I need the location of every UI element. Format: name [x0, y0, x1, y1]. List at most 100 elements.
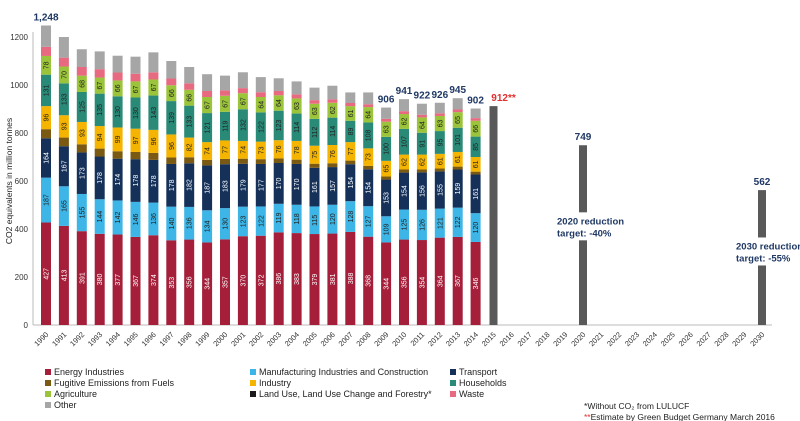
data-label: 67 — [97, 82, 104, 90]
bar-segment-agriculture — [184, 89, 195, 106]
x-tick-label: 2025 — [659, 330, 677, 348]
y-tick-label: 0 — [24, 321, 29, 330]
x-tick-label: 1997 — [158, 330, 176, 348]
data-label: 120 — [473, 222, 480, 234]
data-label: 427 — [44, 268, 51, 280]
bar-segment-transport — [112, 158, 123, 201]
data-label: 64 — [276, 99, 283, 107]
data-label: 76 — [330, 150, 337, 158]
bar-segment-manufacturing-industries-and-construction — [363, 206, 374, 237]
bar-segment-other — [148, 52, 159, 73]
bar-segment-energy-industries — [202, 242, 213, 325]
x-tick-label: 1990 — [32, 330, 50, 348]
bar-segment-waste — [327, 99, 338, 103]
data-label: 66 — [473, 125, 480, 133]
data-label: 74 — [240, 146, 247, 154]
bar-segment-transport — [94, 156, 105, 200]
bar-segment-manufacturing-industries-and-construction — [166, 206, 177, 241]
x-tick-label: 2003 — [265, 330, 283, 348]
bar-segment-energy-industries — [184, 239, 195, 325]
bar-segment-agriculture — [273, 95, 284, 111]
bar-segment-energy-industries — [434, 237, 445, 325]
bar-segment-transport — [291, 163, 302, 205]
bar-segment-agriculture — [291, 98, 302, 114]
bar-segment-other — [399, 99, 409, 112]
data-label: 154 — [348, 177, 355, 189]
bar-segment-industry — [76, 121, 87, 145]
target-annotation: 2020 reduction — [557, 216, 624, 227]
annotation-background — [551, 212, 619, 241]
bar-segment-industry — [58, 115, 69, 138]
data-label: 61 — [348, 109, 355, 117]
x-tick-label: 2002 — [247, 330, 265, 348]
data-label: 354 — [419, 277, 426, 289]
data-label: 128 — [348, 211, 355, 223]
bar-segment-agriculture — [58, 66, 69, 84]
x-tick-label: 2010 — [390, 330, 408, 348]
data-label: 161 — [312, 181, 319, 193]
bar-segment-transport — [130, 159, 141, 202]
legend-swatch — [45, 379, 51, 386]
bar-segment-transport — [363, 169, 374, 207]
bar-segment-manufacturing-industries-and-construction — [416, 209, 427, 241]
bar-segment-industry — [470, 157, 481, 172]
bar-segment-energy-industries — [94, 233, 105, 325]
bar-segment-agriculture — [166, 85, 177, 102]
data-label: 101 — [455, 134, 462, 146]
bar-segment-industry — [273, 140, 284, 159]
projection-bar — [489, 106, 498, 326]
legend-label: Manufacturing Industries and Constructio… — [259, 366, 429, 377]
bar-segment-other — [112, 55, 123, 73]
data-label: 155 — [437, 184, 444, 196]
bar-segment-agriculture — [309, 103, 320, 119]
bar-segment-industry — [166, 134, 177, 158]
legend-label: Waste — [459, 388, 485, 399]
total-label: 945 — [449, 85, 466, 96]
data-label: 96 — [151, 137, 158, 145]
legend-swatch — [250, 390, 256, 397]
x-tick-label: 2000 — [211, 330, 229, 348]
bar-segment-waste — [255, 92, 266, 97]
x-tick-label: 2024 — [641, 330, 659, 348]
bar-segment-fugitive-emissions-from-fuels — [112, 151, 123, 159]
bar-segment-waste — [470, 118, 481, 121]
y-tick-label: 1200 — [10, 33, 28, 42]
data-label: 346 — [473, 278, 480, 290]
data-label: 93 — [61, 122, 68, 130]
total-label: 941 — [396, 86, 413, 97]
bar-segment-waste — [273, 91, 284, 96]
bar-segment-industry — [345, 142, 356, 161]
data-label: 159 — [455, 183, 462, 195]
bar-segment-energy-industries — [76, 231, 87, 325]
data-label: 77 — [348, 147, 355, 155]
bar-segment-other — [76, 49, 87, 67]
data-label: 65 — [384, 165, 391, 173]
x-tick-label: 2015 — [480, 330, 498, 348]
bar-segment-other — [416, 103, 427, 115]
bar-segment-households — [291, 113, 302, 141]
bar-segment-manufacturing-industries-and-construction — [184, 206, 195, 240]
data-label: 109 — [384, 223, 391, 235]
bar-segment-fugitive-emissions-from-fuels — [416, 169, 427, 173]
bar-segment-waste — [41, 46, 51, 56]
bar-segment-waste — [291, 94, 302, 99]
bar-segment-manufacturing-industries-and-construction — [273, 203, 284, 233]
bar-segment-transport — [237, 163, 248, 207]
bar-segment-industry — [452, 151, 463, 167]
bar-segment-industry — [327, 145, 338, 164]
bar-segment-industry — [309, 145, 320, 164]
bar-segment-agriculture — [130, 81, 141, 98]
bar-segment-other — [58, 37, 69, 58]
bar-segment-households — [381, 136, 392, 161]
data-label: 66 — [115, 84, 122, 92]
data-label: 62 — [419, 158, 426, 166]
bar-segment-manufacturing-industries-and-construction — [452, 207, 463, 237]
legend-label: Industry — [259, 377, 292, 388]
data-label: 67 — [240, 97, 247, 105]
data-label: 153 — [384, 192, 391, 204]
legend-label: Other — [54, 399, 77, 410]
bar-segment-households — [148, 95, 159, 130]
bar-segment-industry — [94, 126, 105, 149]
data-label: 122 — [258, 121, 265, 133]
data-label: 130 — [223, 218, 230, 230]
